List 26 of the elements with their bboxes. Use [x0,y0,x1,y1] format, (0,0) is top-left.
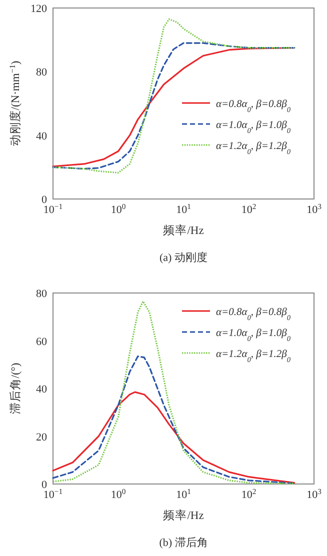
x-tick-label: 10$^{3}$ [306,486,322,501]
y-tick-label: 20 [36,431,48,444]
x-tick-label: 10$^{0}$ [110,202,126,216]
x-tick-label: 10$^{2}$ [241,202,256,216]
legend-label: α=0.8α$_{0}$, β=0.8β$_{0}$ [216,99,291,114]
text: (b) 滞后角 [159,536,208,549]
y-tick-label: 80 [36,288,48,300]
legend-label: α=1.2α$_{0}$, β=1.2β$_{0}$ [216,349,291,364]
x-tick-label: 10$^{2}$ [241,486,256,501]
legend-label: α=1.2α$_{0}$, β=1.2β$_{0}$ [216,141,291,156]
y-tick-label: 40 [36,130,48,142]
legend-label: α=1.0α$_{0}$, β=1.0β$_{0}$ [216,328,291,342]
y-tick-label: 80 [36,66,48,79]
legend-label: α=1.0α$_{0}$, β=1.0β$_{0}$ [216,120,291,134]
x-tick-label: 10$^{1}$ [176,486,192,501]
x-tick-label: 10$^{1}$ [176,202,192,216]
x-tick-label: 10$^{0}$ [110,486,126,501]
y-tick-label: 40 [36,384,48,396]
y-tick-label: 60 [36,336,48,348]
y-axis-title: 滞后角/(°) [9,362,22,414]
x-axis-title: 频率/Hz [163,223,204,237]
x-tick-label: 10$^{3}$ [306,202,322,216]
y-tick-label: 120 [30,3,48,15]
text: (a) 动刚度 [160,251,208,264]
legend-label: α=0.8α$_{0}$, β=0.8β$_{0}$ [216,307,291,322]
x-axis-title: 频率/Hz [163,508,204,522]
